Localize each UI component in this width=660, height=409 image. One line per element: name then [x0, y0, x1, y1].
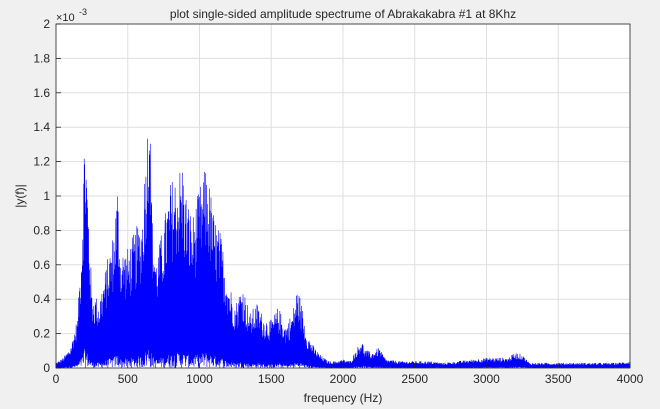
x-tick-label: 1500 [258, 372, 285, 386]
x-tick-label: 2500 [401, 372, 428, 386]
y-tick-label: 1.6 [33, 86, 50, 100]
y-tick-label: 1.2 [33, 155, 50, 169]
y-tick-label: 2 [43, 17, 50, 31]
x-tick-label: 1000 [186, 372, 213, 386]
x-axis-label: frequency (Hz) [304, 391, 383, 405]
y-tick-label: 0.2 [33, 327, 50, 341]
y-axis-ticks: 0 0.2 0.4 0.6 0.8 1 1.2 1.4 1.6 1.8 2 [33, 17, 61, 375]
x-tick-label: 3500 [545, 372, 572, 386]
y-tick-label: 0.4 [33, 292, 50, 306]
y-tick-label: 1.8 [33, 51, 50, 65]
x-tick-label: 4000 [617, 372, 644, 386]
x-tick-label: 0 [53, 372, 60, 386]
y-tick-label: 0.8 [33, 223, 50, 237]
amplitude-trace [55, 138, 631, 369]
y-tick-label: 0 [43, 361, 50, 375]
y-axis-label: |y(f)| [13, 184, 27, 208]
x-tick-label: 2000 [330, 372, 357, 386]
amplitude-series [55, 138, 631, 369]
x-axis-ticks: 0 500 1000 1500 2000 2500 3000 3500 4000 [53, 363, 644, 386]
y-exponent-power: -3 [79, 7, 87, 17]
x-tick-label: 500 [118, 372, 138, 386]
chart-title: plot single-sided amplitude spectrume of… [170, 7, 516, 21]
y-exponent-base: ×10 [56, 12, 75, 24]
x-tick-label: 3000 [473, 372, 500, 386]
y-tick-label: 1 [43, 189, 50, 203]
y-tick-label: 1.4 [33, 120, 50, 134]
y-tick-label: 0.6 [33, 258, 50, 272]
